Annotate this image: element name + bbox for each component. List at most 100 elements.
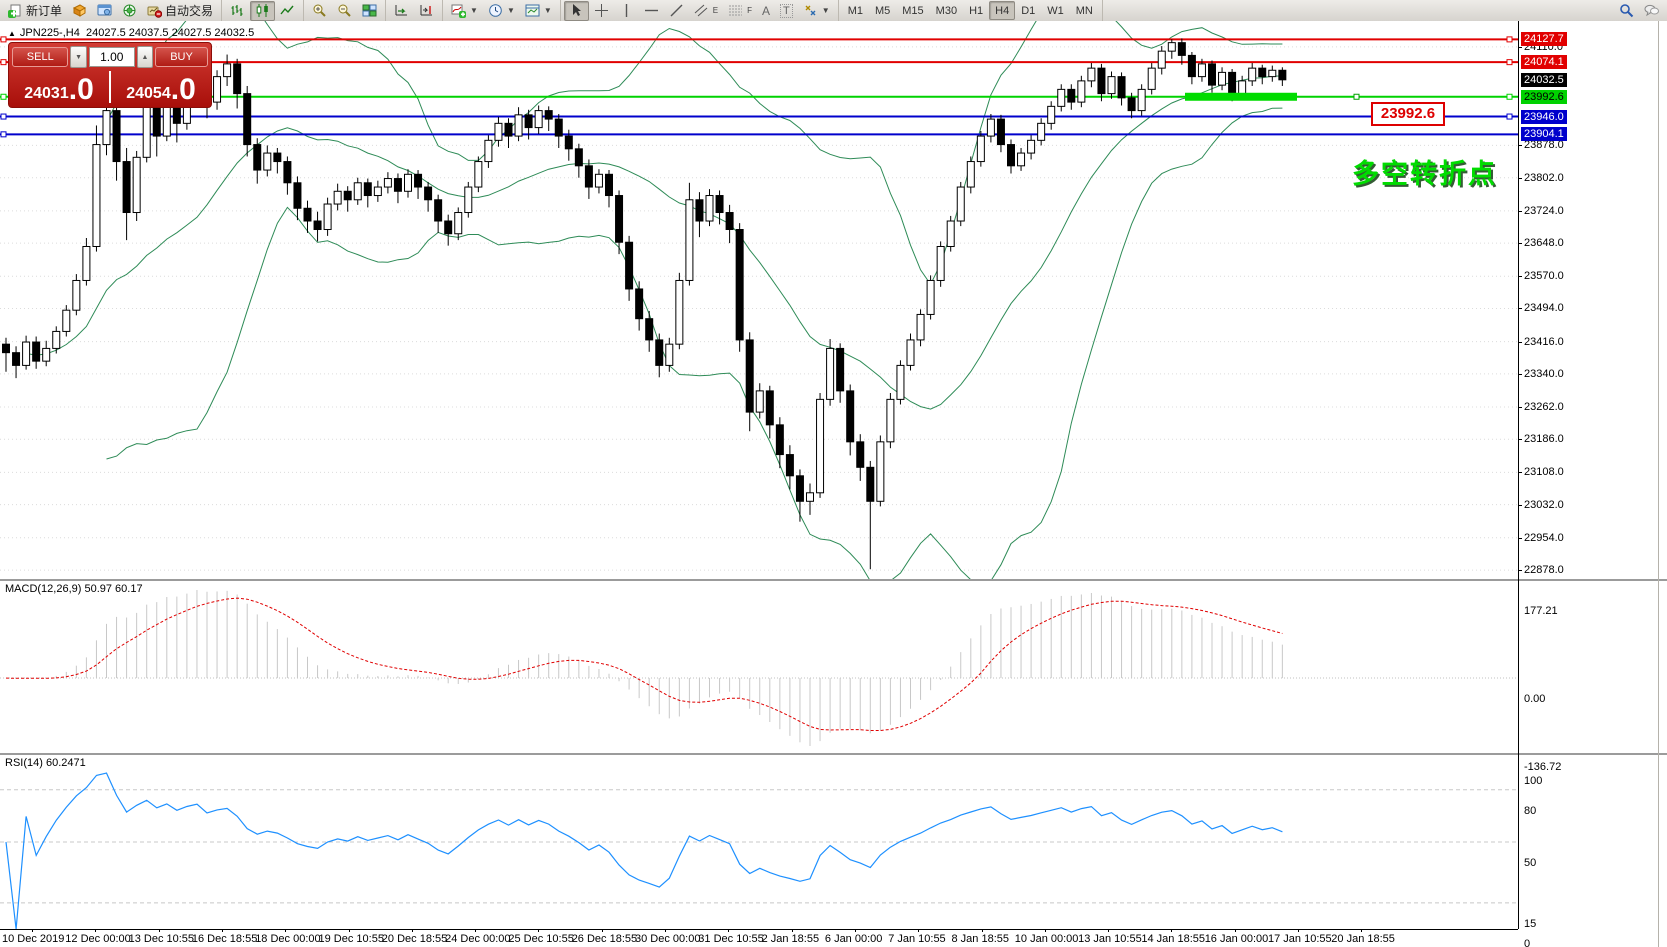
timeframe-m15-button[interactable]: M15 [902, 4, 924, 17]
highlight-segment[interactable] [1185, 92, 1297, 101]
strategy-tester-button[interactable] [117, 1, 142, 21]
line-handle[interactable] [1506, 36, 1513, 43]
rsi-pane[interactable] [0, 755, 1518, 929]
search-button[interactable] [1614, 1, 1639, 21]
time-label: 13 Jan 10:55 [1078, 933, 1142, 945]
buy-button[interactable]: BUY [155, 47, 208, 67]
candle-body [996, 118, 1005, 146]
candle-body [1017, 152, 1026, 167]
autotrading-button[interactable]: 自动交易 [142, 1, 218, 21]
cursor-icon [569, 3, 584, 18]
price-tick-label: 22878.0 [1524, 564, 1564, 577]
volume-down-button[interactable]: ▼ [70, 46, 87, 68]
timeframe-m1-button[interactable]: M1 [847, 4, 863, 17]
candlestick-chart-button[interactable] [250, 0, 276, 21]
price-axis-line [1518, 21, 1519, 929]
candle-body [846, 390, 855, 443]
candle-body [1197, 63, 1206, 78]
arrows-dropdown-arrow[interactable]: ▼ [821, 6, 830, 15]
line-handle[interactable] [0, 113, 7, 120]
candle-body [775, 424, 784, 456]
candle-body [2, 343, 10, 354]
vertical-line-button[interactable] [614, 1, 639, 21]
candle-body [223, 63, 232, 78]
candle-body [313, 220, 322, 231]
market-watch-button[interactable] [67, 1, 92, 21]
candle-body [645, 318, 654, 341]
line-chart-button[interactable] [275, 1, 300, 21]
indicators-dropdown-arrow[interactable]: ▼ [470, 6, 478, 15]
fibonacci-button[interactable]: F [723, 1, 757, 21]
line-handle[interactable] [0, 93, 7, 100]
periods-dropdown-arrow[interactable]: ▼ [506, 6, 515, 15]
chart-shift-button[interactable] [414, 1, 439, 21]
candle-body [1037, 122, 1046, 141]
templates-dropdown-arrow[interactable]: ▼ [543, 6, 552, 15]
line-handle[interactable] [1506, 93, 1513, 100]
timeframe-m5-button[interactable]: M5 [874, 4, 891, 17]
cursor-button[interactable] [563, 0, 589, 21]
candle-body [1248, 67, 1257, 82]
pane-separator[interactable] [0, 753, 1667, 756]
candle-body [594, 173, 603, 188]
volume-up-button[interactable]: ▲ [136, 46, 154, 68]
timeframe-m30-button[interactable]: M30 [935, 4, 958, 17]
line-handle[interactable] [0, 36, 7, 43]
chat-button[interactable] [1639, 1, 1664, 21]
macd-pane[interactable] [0, 581, 1518, 753]
new-order-button[interactable]: 新订单 [3, 1, 67, 21]
line-handle[interactable] [1353, 93, 1360, 100]
price-tag-callout[interactable]: 23992.6 [1371, 102, 1445, 126]
timeframe-w1-button[interactable]: W1 [1047, 4, 1064, 17]
line-handle[interactable] [0, 59, 7, 66]
bar-chart-button[interactable] [225, 1, 250, 21]
text-label-button[interactable]: T [775, 1, 798, 21]
volume-input[interactable]: 1.00 [88, 47, 135, 67]
line-chart-icon [280, 3, 295, 18]
trendline-button[interactable] [664, 1, 689, 21]
rsi-axis-label: 80 [1524, 804, 1537, 817]
indicators-button[interactable]: ▼ [446, 1, 483, 21]
zoom-out-button[interactable] [332, 1, 357, 21]
time-tick-mark [285, 929, 287, 932]
candle-body [816, 398, 825, 494]
crosshair-button[interactable] [589, 1, 614, 21]
time-tick-mark [854, 929, 856, 932]
timeframe-h4-button[interactable]: H4 [989, 1, 1016, 20]
timeframe-mn-button[interactable]: MN [1075, 4, 1093, 17]
periods-button[interactable]: ▼ [483, 1, 520, 21]
time-tick-mark [95, 929, 97, 932]
main-price-pane[interactable] [0, 21, 1518, 579]
candle-body [765, 390, 774, 426]
buy-price[interactable]: 24054.0 [111, 69, 211, 105]
time-label: 19 Dec 10:55 [318, 933, 384, 945]
bollinger-middle-band[interactable] [26, 75, 1283, 410]
channel-button[interactable]: E [689, 1, 723, 21]
line-handle[interactable] [0, 131, 7, 138]
line-handle[interactable] [1506, 113, 1513, 120]
arrows-button[interactable]: ▼ [798, 1, 835, 21]
horizontal-line-icon [644, 3, 659, 18]
candle-body [584, 165, 593, 188]
zoom-in-button[interactable] [307, 1, 332, 21]
templates-button[interactable]: ▼ [520, 1, 557, 21]
chart-window[interactable]: ▲ JPN225-,H4 24027.5 24037.5 24027.5 2403… [0, 21, 1667, 947]
tile-windows-button[interactable] [357, 1, 382, 21]
timeframe-h1-button[interactable]: H1 [969, 4, 984, 17]
horizontal-line-button[interactable] [639, 1, 664, 21]
line-handle[interactable] [1506, 59, 1513, 66]
time-label: 31 Dec 10:55 [698, 933, 764, 945]
bollinger-lower-band[interactable] [106, 107, 1283, 579]
sell-price[interactable]: 24031.0 [9, 69, 109, 105]
candle-body [373, 186, 382, 197]
text-button[interactable]: A [757, 1, 775, 21]
pane-separator[interactable] [0, 579, 1667, 582]
bollinger-upper-band[interactable] [106, 21, 1283, 286]
collapse-oneclick-arrow[interactable]: ▲ [8, 29, 16, 38]
timeframe-d1-button[interactable]: D1 [1021, 4, 1036, 17]
time-label: 25 Dec 10:55 [508, 933, 574, 945]
sell-button[interactable]: SELL [12, 47, 69, 67]
data-window-button[interactable] [92, 1, 117, 21]
auto-scroll-button[interactable] [389, 1, 414, 21]
candle-body [474, 161, 483, 188]
